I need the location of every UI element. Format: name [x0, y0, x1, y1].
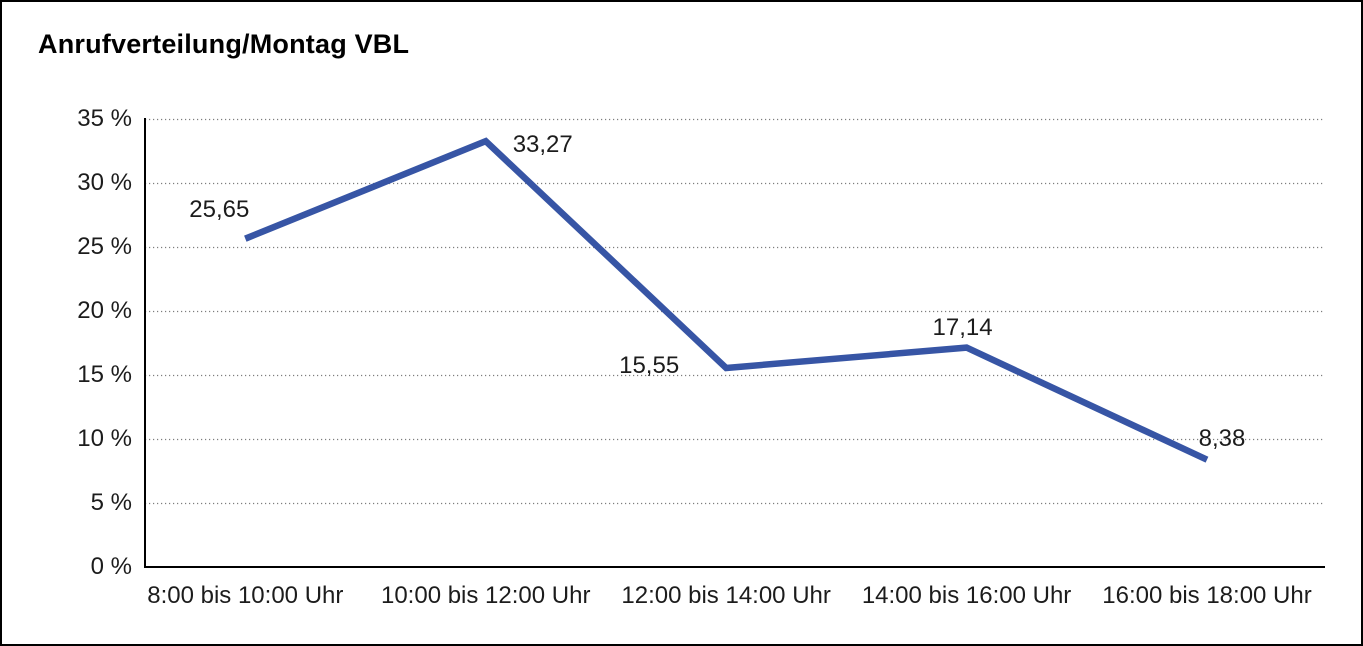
y-tick-label: 0 % — [90, 553, 132, 580]
y-tick-label: 25 % — [77, 233, 132, 260]
data-point-label: 33,27 — [512, 131, 573, 159]
x-tick-label: 10:00 bis 12:00 Uhr — [380, 582, 591, 609]
y-tick-label: 20 % — [77, 297, 132, 324]
x-tick-label: 12:00 bis 14:00 Uhr — [621, 582, 831, 609]
data-point-label: 8,38 — [1198, 424, 1246, 452]
y-tick-label: 30 % — [77, 169, 132, 196]
y-tick-label: 35 % — [77, 105, 132, 132]
y-tick-label: 10 % — [77, 425, 132, 452]
data-point-label: 15,55 — [619, 351, 680, 379]
chart-title: Anrufverteilung/Montag VBL — [38, 29, 410, 59]
data-point-label: 25,65 — [189, 195, 250, 223]
x-tick-label: 16:00 bis 18:00 Uhr — [1102, 582, 1312, 609]
axes — [144, 118, 1325, 568]
x-tick-label: 8:00 bis 10:00 Uhr — [147, 582, 344, 609]
data-point-label: 17,14 — [932, 313, 993, 341]
x-tick-label: 14:00 bis 16:00 Uhr — [861, 582, 1072, 609]
gridlines — [145, 118, 1325, 505]
series-line-group — [244, 137, 1209, 463]
series-line — [244, 137, 1209, 463]
y-tick-label: 15 % — [77, 361, 132, 388]
y-tick-label: 5 % — [90, 489, 132, 516]
